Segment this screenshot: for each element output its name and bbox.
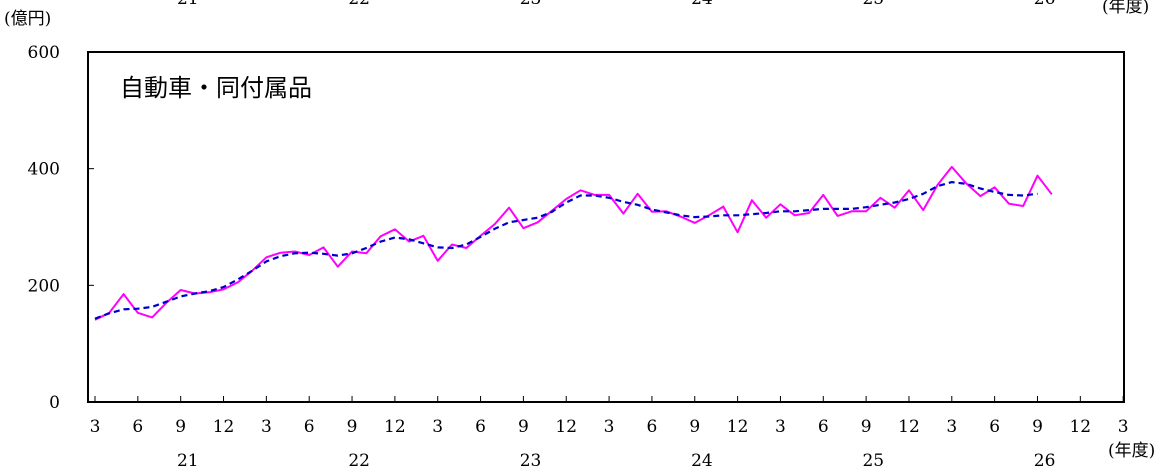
x-tick-label: 12 — [555, 417, 577, 437]
x-tick-label: 6 — [647, 417, 658, 437]
x-tick-label: 6 — [304, 417, 315, 437]
y-axis: 0 200 400 600 — [28, 43, 94, 413]
plot-frame — [87, 51, 1125, 403]
y-tick-label: 600 — [28, 43, 60, 63]
x-tick-label: 9 — [175, 417, 186, 437]
trend-line — [94, 181, 1038, 320]
actual-line — [94, 165, 1053, 321]
x-tick-label: 9 — [1032, 417, 1043, 437]
x-tick-label: 12 — [898, 417, 920, 437]
x-tick-label: 6 — [132, 417, 143, 437]
y-axis-unit: (億円) — [4, 9, 51, 29]
x-tick-label: 3 — [432, 417, 443, 437]
x-tick-label: 3 — [775, 417, 786, 437]
x-tick-label: 9 — [861, 417, 872, 437]
y-tick-label: 200 — [28, 276, 60, 296]
y-tick-label: 400 — [28, 160, 60, 180]
x-tick-label: 3 — [261, 417, 272, 437]
year-label: 21 — [177, 451, 199, 471]
top-year-label: 25 — [862, 0, 884, 9]
x-tick-label: 3 — [946, 417, 957, 437]
top-year-label: 26 — [1034, 0, 1056, 9]
x-tick-label: 12 — [727, 417, 749, 437]
x-tick-label: 3 — [1118, 417, 1129, 437]
x-tick-label: 9 — [347, 417, 358, 437]
year-label: 24 — [691, 451, 713, 471]
x-tick-label: 12 — [1069, 417, 1091, 437]
top-year-label: 21 — [177, 0, 199, 9]
year-label: 22 — [348, 451, 370, 471]
y-tick-label: 0 — [49, 393, 60, 413]
series-lines — [94, 165, 1053, 321]
x-tick-label: 3 — [90, 417, 101, 437]
year-label: 25 — [862, 451, 884, 471]
year-label: 26 — [1034, 451, 1056, 471]
x-tick-label: 12 — [213, 417, 235, 437]
top-year-label: 23 — [520, 0, 542, 9]
year-label: 23 — [520, 451, 542, 471]
top-year-labels: 21 22 23 24 25 26 — [177, 0, 1055, 9]
x-tick-label: 3 — [604, 417, 615, 437]
top-year-label: 24 — [691, 0, 713, 9]
x-axis: 3 6 9 12 3 6 9 12 3 6 9 12 3 6 9 12 3 6 9 12 3 6 9 12 3 — [90, 396, 1129, 437]
x-tick-label: 6 — [475, 417, 486, 437]
x-tick-label: 6 — [818, 417, 829, 437]
year-labels: 21 22 23 24 25 26 — [177, 451, 1055, 471]
top-year-label: 22 — [348, 0, 370, 9]
x-tick-label: 6 — [989, 417, 1000, 437]
x-tick-label: 9 — [518, 417, 529, 437]
chart-title: 自動車・同付属品 — [120, 74, 312, 102]
x-tick-label: 12 — [384, 417, 406, 437]
x-tick-label: 9 — [689, 417, 700, 437]
x-axis-unit-top: (年度) — [1102, 0, 1149, 17]
x-axis-unit: (年度) — [1108, 441, 1155, 461]
